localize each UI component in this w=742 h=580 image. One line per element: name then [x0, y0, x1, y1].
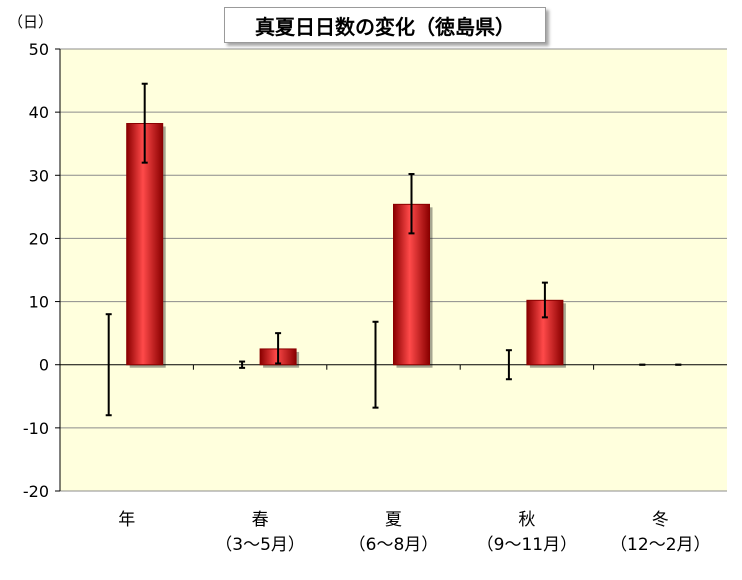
x-category-label: 夏: [385, 510, 402, 530]
x-category-sublabel: （9～11月）: [477, 535, 577, 555]
y-tick-label: 20: [29, 229, 49, 248]
y-tick-label: 30: [29, 166, 49, 185]
x-category-label: 秋: [518, 510, 535, 530]
y-tick-label: 50: [29, 40, 49, 59]
y-tick-label: 10: [29, 293, 49, 312]
y-tick-label: 40: [29, 103, 49, 122]
y-axis-unit-label: （日）: [8, 13, 54, 31]
x-category-sublabel: （12～2月）: [610, 535, 710, 555]
x-category-sublabel: （3～5月）: [215, 535, 305, 555]
x-category-sublabel: （6～8月）: [349, 535, 439, 555]
x-category-label: 冬: [652, 510, 669, 530]
y-tick-label: -10: [23, 419, 49, 438]
bar: [126, 123, 164, 366]
x-category-label: 年: [118, 510, 135, 530]
y-tick-label: -20: [23, 482, 49, 501]
chart-title: 真夏日日数の変化（徳島県）: [224, 7, 546, 43]
y-tick-label: 0: [39, 356, 49, 375]
x-category-label: 春: [252, 510, 269, 530]
